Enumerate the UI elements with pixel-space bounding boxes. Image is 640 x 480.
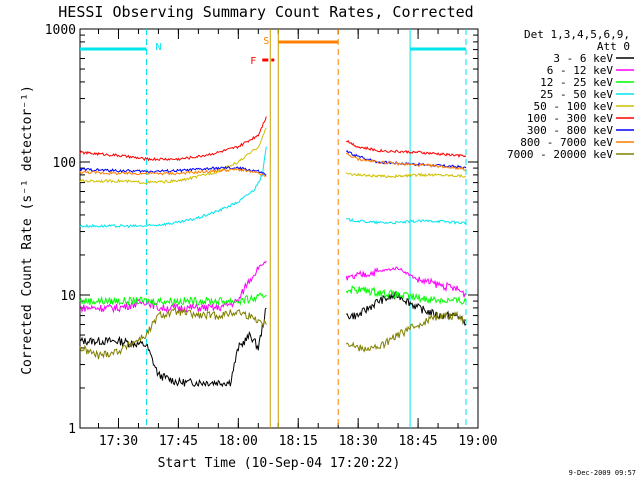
series-line: [345, 152, 467, 171]
series-line: [79, 146, 267, 229]
legend-label: 25 - 50 keV: [540, 88, 613, 101]
legend-label: 7000 - 20000 keV: [507, 148, 613, 161]
legend-title: Det 1,3,4,5,6,9,: [524, 28, 630, 41]
series-line: [346, 291, 467, 326]
series-line: [345, 217, 467, 225]
flare-flag-label: F: [250, 56, 256, 67]
legend-label: 6 - 12 keV: [547, 64, 614, 77]
x-tick-label: 18:15: [279, 434, 318, 449]
series-line: [345, 310, 467, 353]
plot-frame: [79, 28, 479, 429]
legend-label: 300 - 800 keV: [527, 124, 613, 137]
series-line: [79, 307, 267, 388]
plot-area: 1 10 100 1000 17:30 17:45 18:00 18:15 18:30 18:45…: [45, 23, 498, 449]
series-line: [345, 266, 467, 298]
legend-label: 50 - 100 keV: [534, 100, 614, 113]
x-axis-label: Start Time (10-Sep-04 17:20:22): [158, 456, 401, 471]
series-line: [79, 260, 267, 314]
series-line: [79, 292, 267, 307]
series-line: [79, 116, 267, 162]
series-line: [79, 127, 267, 185]
y-axis-label: Corrected Count Rate (s⁻¹ detector⁻¹): [20, 85, 35, 375]
legend-label: 800 - 7000 keV: [520, 136, 613, 149]
legend-label: 3 - 6 keV: [553, 52, 613, 65]
x-tick-label: 17:30: [99, 434, 138, 449]
legend-label: 100 - 300 keV: [527, 112, 613, 125]
x-tick-label: 18:30: [339, 434, 378, 449]
x-tick-label: 18:45: [399, 434, 438, 449]
series-line: [345, 139, 467, 159]
legend-title: Att 0: [597, 40, 630, 53]
legend-label: 12 - 25 keV: [540, 76, 613, 89]
x-tick-label: 18:00: [219, 434, 258, 449]
series-line: [345, 172, 467, 179]
series-line: [345, 285, 467, 305]
y-tick-label: 1000: [45, 23, 76, 38]
x-tick-label: 19:00: [458, 434, 497, 449]
timestamp: 9-Dec-2009 09:57: [569, 469, 636, 477]
saa-flag-label: S: [263, 36, 269, 47]
chart-title: HESSI Observing Summary Count Rates, Cor…: [58, 3, 473, 21]
y-tick-label: 10: [60, 289, 76, 304]
night-flag-label: N: [155, 42, 161, 53]
series-line: [79, 307, 267, 360]
y-tick-label: 1: [68, 422, 76, 437]
series-line: [79, 167, 267, 177]
x-tick-label: 17:45: [159, 434, 198, 449]
y-tick-label: 100: [53, 156, 76, 171]
